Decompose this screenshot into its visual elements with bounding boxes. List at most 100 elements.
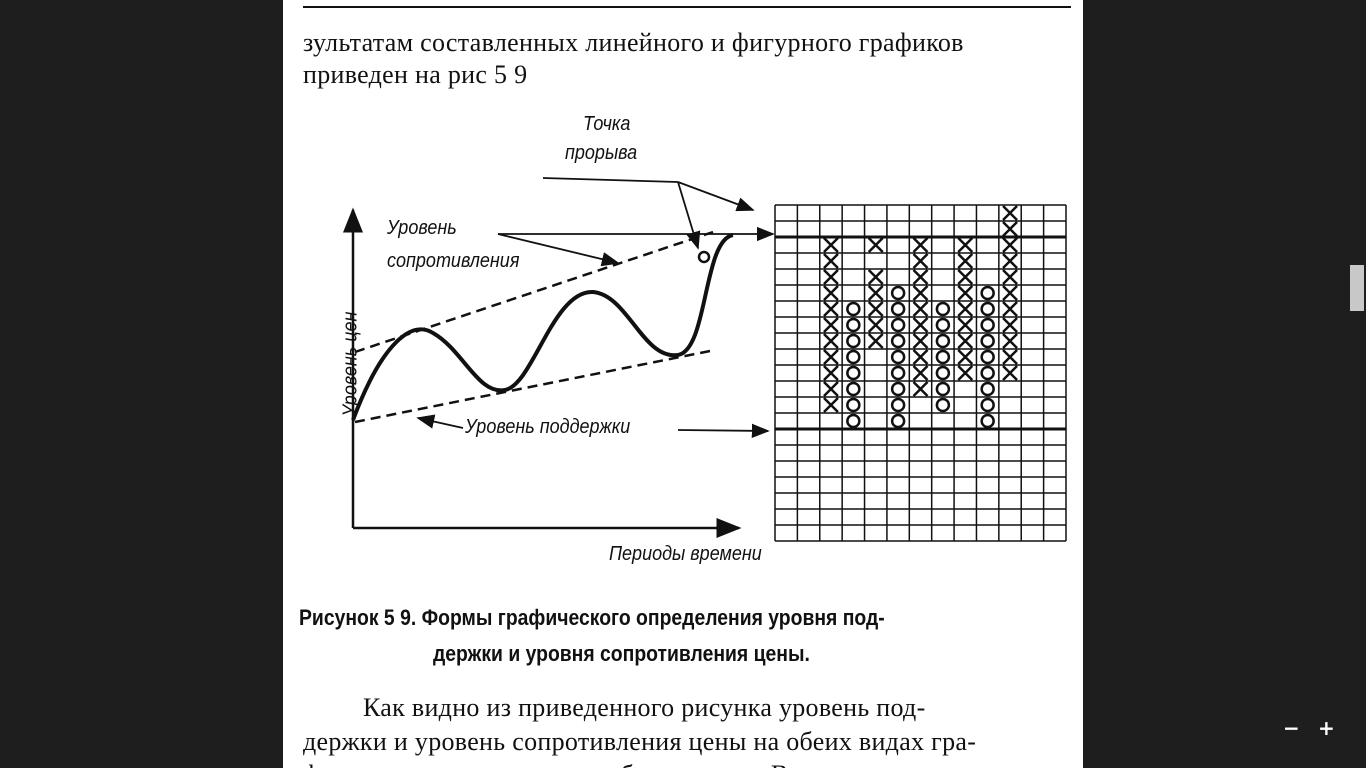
- figure-caption: Рисунок 5 9. Формы графического определе…: [299, 605, 885, 630]
- paragraph-line: зультатам составленных линейного и фигур…: [303, 28, 964, 57]
- o-mark: [935, 381, 951, 397]
- zoom-in-button[interactable]: +: [1318, 716, 1335, 740]
- o-mark: [890, 333, 906, 349]
- o-mark: [890, 301, 906, 317]
- o-mark: [980, 397, 995, 413]
- x-mark: [912, 349, 929, 365]
- o-mark: [890, 413, 906, 429]
- x-mark: [912, 333, 929, 349]
- x-mark: [823, 285, 839, 301]
- x-mark: [1002, 237, 1018, 253]
- o-mark: [846, 365, 861, 381]
- x-mark: [823, 397, 839, 413]
- x-mark: [1002, 365, 1018, 381]
- x-mark: [823, 381, 839, 397]
- o-mark: [935, 301, 951, 317]
- x-mark: [1002, 301, 1018, 317]
- o-mark: [890, 349, 906, 365]
- x-mark: [823, 317, 839, 333]
- o-mark: [980, 365, 995, 381]
- paragraph-line: держки и уровень сопротивления цены на о…: [303, 727, 977, 756]
- x-mark: [1002, 269, 1018, 285]
- zoom-out-button[interactable]: −: [1283, 716, 1300, 740]
- o-mark: [980, 333, 995, 349]
- o-mark: [980, 317, 995, 333]
- x-mark: [912, 381, 929, 397]
- x-mark: [957, 301, 974, 317]
- x-mark: [912, 237, 929, 253]
- o-mark: [935, 349, 951, 365]
- o-mark: [890, 317, 906, 333]
- x-mark: [957, 349, 974, 365]
- x-axis-label: Периоды времени: [609, 543, 762, 565]
- o-mark: [980, 349, 995, 365]
- support-line: [354, 348, 716, 424]
- figure-5-9: [343, 177, 1067, 542]
- vertical-scrollbar[interactable]: [1349, 0, 1366, 768]
- resistance-label: Уровень: [387, 217, 457, 239]
- breakout-label: прорыва: [565, 142, 638, 164]
- x-mark: [957, 285, 974, 301]
- x-mark: [867, 301, 884, 317]
- o-mark: [846, 381, 861, 397]
- x-mark: [867, 237, 884, 253]
- x-mark: [912, 301, 929, 317]
- o-mark: [890, 381, 906, 397]
- x-mark: [823, 349, 839, 365]
- x-mark: [823, 269, 839, 285]
- line-chart: [343, 177, 775, 538]
- x-mark: [1002, 253, 1018, 269]
- x-mark: [867, 333, 884, 349]
- document-page: зультатам составленных линейного и фигур…: [283, 0, 1083, 768]
- x-mark: [957, 365, 974, 381]
- resistance-label: сопротивления: [387, 250, 520, 272]
- breakout-point: [697, 250, 711, 264]
- o-mark: [846, 317, 861, 333]
- support-label: Уровень поддержки: [465, 416, 631, 438]
- o-mark: [890, 365, 906, 381]
- x-mark: [1002, 205, 1018, 221]
- x-mark: [912, 285, 929, 301]
- x-mark: [957, 253, 974, 269]
- paragraph-line: Как видно из приведенного рисунка уровен…: [363, 693, 926, 722]
- x-mark: [1002, 333, 1018, 349]
- x-mark: [867, 285, 884, 301]
- x-mark: [957, 237, 974, 253]
- o-mark: [980, 413, 995, 429]
- o-mark: [935, 333, 951, 349]
- scrollbar-thumb[interactable]: [1350, 265, 1364, 311]
- o-mark: [890, 285, 906, 301]
- x-mark: [957, 333, 974, 349]
- o-mark: [935, 365, 951, 381]
- o-mark: [846, 413, 861, 429]
- o-mark: [935, 397, 951, 413]
- x-mark: [1002, 349, 1018, 365]
- y-axis-label: Уровень цен: [339, 311, 362, 417]
- x-mark: [867, 317, 884, 333]
- o-mark: [980, 381, 995, 397]
- paragraph-line: приведен на рис 5 9: [303, 60, 528, 89]
- x-mark: [867, 269, 884, 285]
- x-mark: [957, 269, 974, 285]
- x-mark: [823, 253, 839, 269]
- x-mark: [823, 237, 839, 253]
- x-mark: [912, 269, 929, 285]
- x-mark: [1002, 285, 1018, 301]
- o-mark: [980, 285, 995, 301]
- o-mark: [890, 397, 906, 413]
- price-curve: [351, 233, 734, 421]
- o-mark: [980, 301, 995, 317]
- x-mark: [912, 317, 929, 333]
- o-mark: [846, 349, 861, 365]
- o-mark: [935, 317, 951, 333]
- x-mark: [823, 333, 839, 349]
- figure-caption: держки и уровня сопротивления цены.: [433, 641, 810, 666]
- paragraph-line: фиков представляются подобным путем. В р…: [303, 760, 934, 768]
- x-mark: [957, 317, 974, 333]
- o-mark: [846, 301, 861, 317]
- x-mark: [823, 301, 839, 317]
- header-rule: [303, 6, 1071, 8]
- x-mark: [1002, 317, 1018, 333]
- x-mark: [823, 365, 839, 381]
- x-mark: [912, 365, 929, 381]
